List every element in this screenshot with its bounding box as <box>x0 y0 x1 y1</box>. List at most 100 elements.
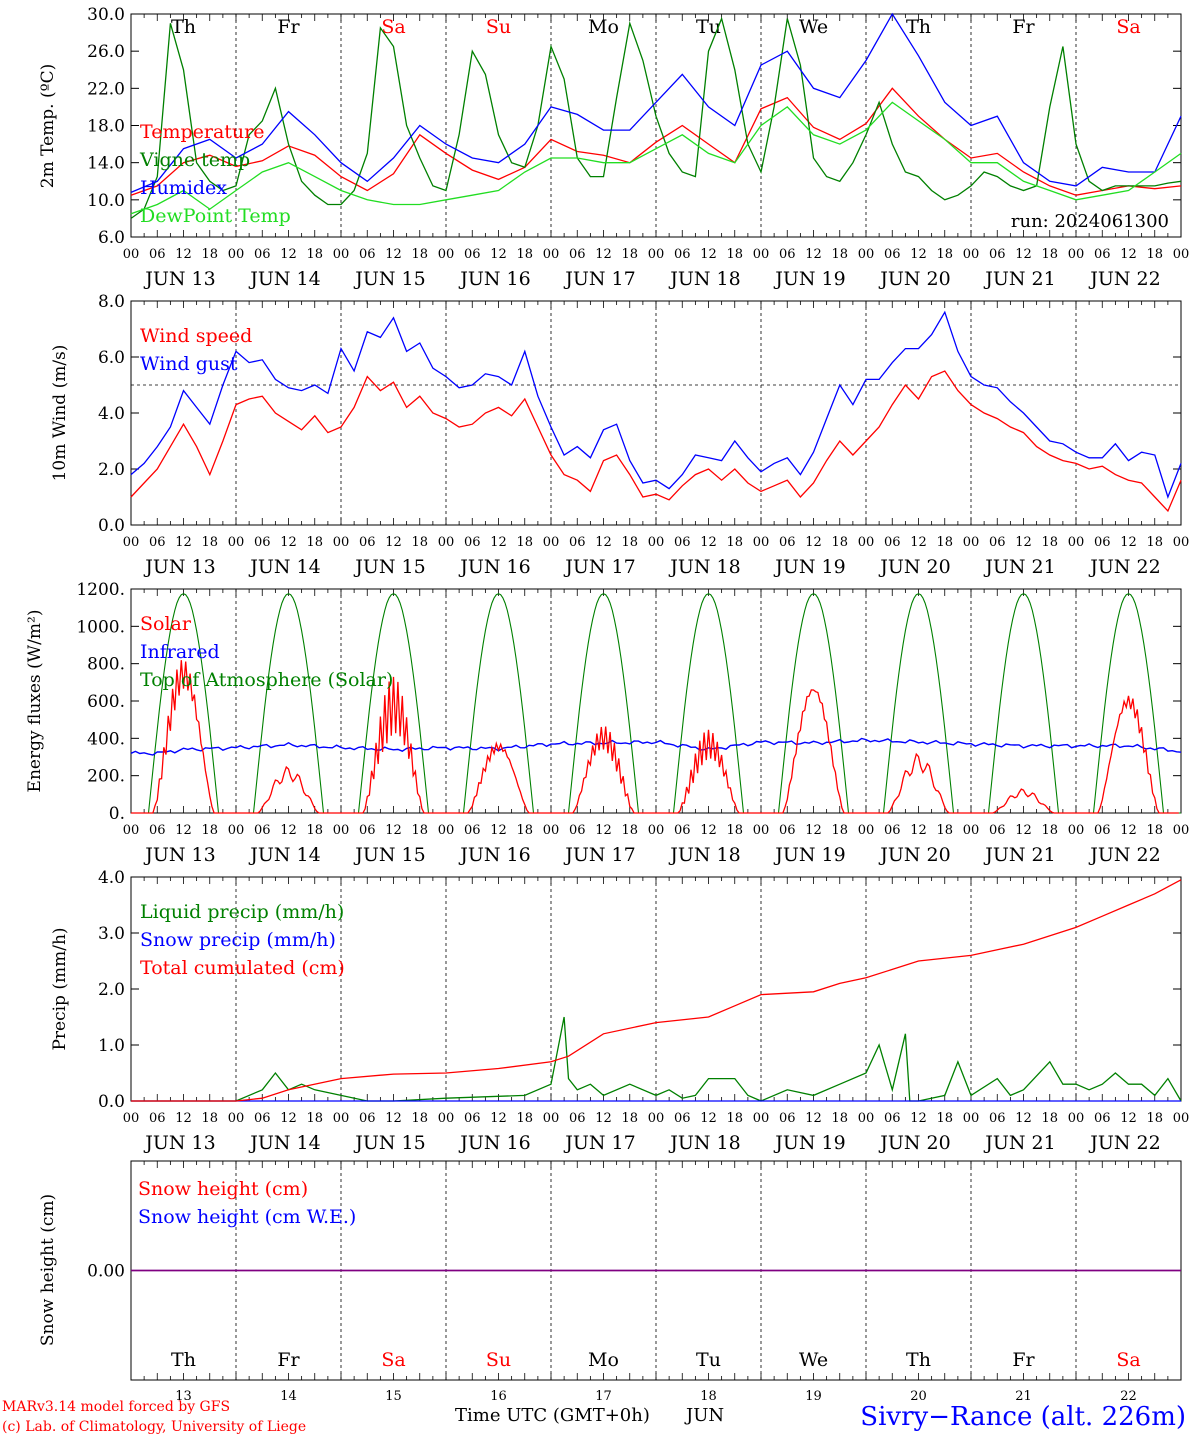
panel-3-hour-label: 18 <box>1146 823 1163 838</box>
panel-3-hour-label: 12 <box>175 823 192 838</box>
panel-2-hour-label: 12 <box>175 535 192 550</box>
panel-3-date-label: JUN 18 <box>668 844 740 866</box>
panel-1-hour-label: 18 <box>201 247 218 262</box>
panel-2-date-label: JUN 20 <box>878 556 950 578</box>
panel-5-day-number: 13 <box>175 1389 192 1404</box>
panel-1-weekday-label: Th <box>171 16 196 38</box>
panel-2-legend-1: Wind speed <box>140 325 252 347</box>
panel-1-hour-label: 18 <box>411 247 428 262</box>
panel-5-weekday-label: Sa <box>1116 1349 1140 1371</box>
panel-3-hour-label: 00 <box>858 823 875 838</box>
panel-1-hour-label: 00 <box>123 247 140 262</box>
panel-1-date-label: JUN 16 <box>458 268 530 290</box>
panel-1-hour-label: 18 <box>831 247 848 262</box>
panel-3-hour-label: 00 <box>1173 823 1190 838</box>
panel-1-series-2-line <box>130 16 1182 219</box>
panel-1-ytick-label: 30.0 <box>87 5 125 25</box>
panel-2-date-label: JUN 18 <box>668 556 740 578</box>
panel-5-weekday-label: Th <box>171 1349 196 1371</box>
panel-2-series-1-line <box>130 370 1182 513</box>
panel-3-hour-label: 18 <box>621 823 638 838</box>
panel-4-legend-1: Liquid precip (mm/h) <box>140 901 344 923</box>
panel-4-hour-label: 00 <box>648 1111 665 1126</box>
panel-1-legend-2: Vigne temp <box>139 149 250 171</box>
panel-1-date-label: JUN 18 <box>668 268 740 290</box>
x-axis-label: Time UTC (GMT+0h) <box>455 1405 650 1426</box>
panel-1-frame <box>130 13 1182 238</box>
panel-3-hour-label: 12 <box>805 823 822 838</box>
panel-3-hour-label: 18 <box>1041 823 1058 838</box>
panel-3-hour-label: 18 <box>306 823 323 838</box>
panel-4-hour-label: 12 <box>175 1111 192 1126</box>
panel-2-hour-label: 18 <box>201 535 218 550</box>
panel-5-day-number: 14 <box>280 1389 297 1404</box>
panel-3-hour-label: 18 <box>726 823 743 838</box>
panel-5-day-number: 16 <box>490 1389 507 1404</box>
panel-2-hour-label: 06 <box>569 535 586 550</box>
panel-4-hour-label: 00 <box>438 1111 455 1126</box>
panel-4-hour-label: 06 <box>989 1111 1006 1126</box>
panel-2-hour-label: 00 <box>858 535 875 550</box>
panel-3-frame <box>130 588 1182 814</box>
panel-1-hour-label: 00 <box>753 247 770 262</box>
panel-4-hour-label: 18 <box>201 1111 218 1126</box>
panel-2-y-axis-label: 10m Wind (m/s) <box>50 345 70 482</box>
panel-3-ytick-label: 1000. <box>76 617 125 637</box>
panel-2-date-label: JUN 21 <box>983 556 1055 578</box>
panel-1-date-label: JUN 13 <box>143 268 215 290</box>
panel-1-series-3-line <box>130 12 1182 193</box>
panel-5-day-number: 19 <box>805 1389 822 1404</box>
panel-2-ytick-label: 2.0 <box>98 460 125 480</box>
panel-3-date-label: JUN 19 <box>773 844 845 866</box>
panel-4-hour-label: 18 <box>1041 1111 1058 1126</box>
panel-4-hour-label: 12 <box>910 1111 927 1126</box>
panel-2-hour-label: 12 <box>700 535 717 550</box>
panel-5-weekday-label: Th <box>906 1349 931 1371</box>
panel-4-date-label: JUN 16 <box>458 1132 530 1154</box>
panel-1-weekday-label: We <box>799 16 828 38</box>
panel-2-ytick-label: 4.0 <box>98 404 125 424</box>
panel-4-date-label: JUN 21 <box>983 1132 1055 1154</box>
panel-4-date-label: JUN 17 <box>563 1132 635 1154</box>
panel-4-legend-2: Snow precip (mm/h) <box>140 929 336 951</box>
panel-4-hour-label: 18 <box>411 1111 428 1126</box>
panel-2-hour-label: 00 <box>228 535 245 550</box>
panel-3-hour-label: 12 <box>1015 823 1032 838</box>
panel-3-hour-label: 00 <box>123 823 140 838</box>
panel-2-hour-label: 00 <box>753 535 770 550</box>
panel-5-weekday-label: Fr <box>1012 1349 1035 1371</box>
panel-3-hour-label: 06 <box>674 823 691 838</box>
run-annotation: run: 2024061300 <box>1011 211 1169 232</box>
panel-2-hour-label: 18 <box>306 535 323 550</box>
panel-1-weekday-label: Sa <box>1116 16 1140 38</box>
panel-2-hour-label: 06 <box>1094 535 1111 550</box>
panel-1-date-label: JUN 21 <box>983 268 1055 290</box>
panel-1-hour-label: 12 <box>175 247 192 262</box>
panel-2-date-label: JUN 17 <box>563 556 635 578</box>
panel-3-legend-3: Top of Atmosphere (Solar) <box>140 669 393 691</box>
panel-1-ytick-label: 26.0 <box>87 42 125 62</box>
panel-3-hour-label: 12 <box>490 823 507 838</box>
panel-1-weekday-label: Su <box>486 16 511 38</box>
panel-2-date-label: JUN 16 <box>458 556 530 578</box>
panel-4-hour-label: 00 <box>543 1111 560 1126</box>
panel-1-hour-label: 06 <box>359 247 376 262</box>
panel-4-ytick-label: 4.0 <box>98 868 125 888</box>
panel-2-hour-label: 00 <box>543 535 560 550</box>
panel-4-date-label: JUN 22 <box>1088 1132 1160 1154</box>
panel-2-legend-2: Wind gust <box>140 353 238 375</box>
panel-2-hour-label: 12 <box>1120 535 1137 550</box>
panel-2-hour-label: 06 <box>884 535 901 550</box>
panel-1-hour-label: 12 <box>1120 247 1137 262</box>
panel-2-hour-label: 00 <box>1173 535 1190 550</box>
panel-1-hour-label: 12 <box>805 247 822 262</box>
panel-2-hour-label: 18 <box>831 535 848 550</box>
panel-3-date-label: JUN 15 <box>353 844 425 866</box>
panel-3-hour-label: 06 <box>569 823 586 838</box>
panel-3-hour-label: 12 <box>1120 823 1137 838</box>
panel-1-hour-label: 06 <box>989 247 1006 262</box>
panel-2-hour-label: 00 <box>1068 535 1085 550</box>
panel-3-hour-label: 06 <box>989 823 1006 838</box>
panel-4-hour-label: 06 <box>149 1111 166 1126</box>
panel-5-day-number: 20 <box>910 1389 927 1404</box>
